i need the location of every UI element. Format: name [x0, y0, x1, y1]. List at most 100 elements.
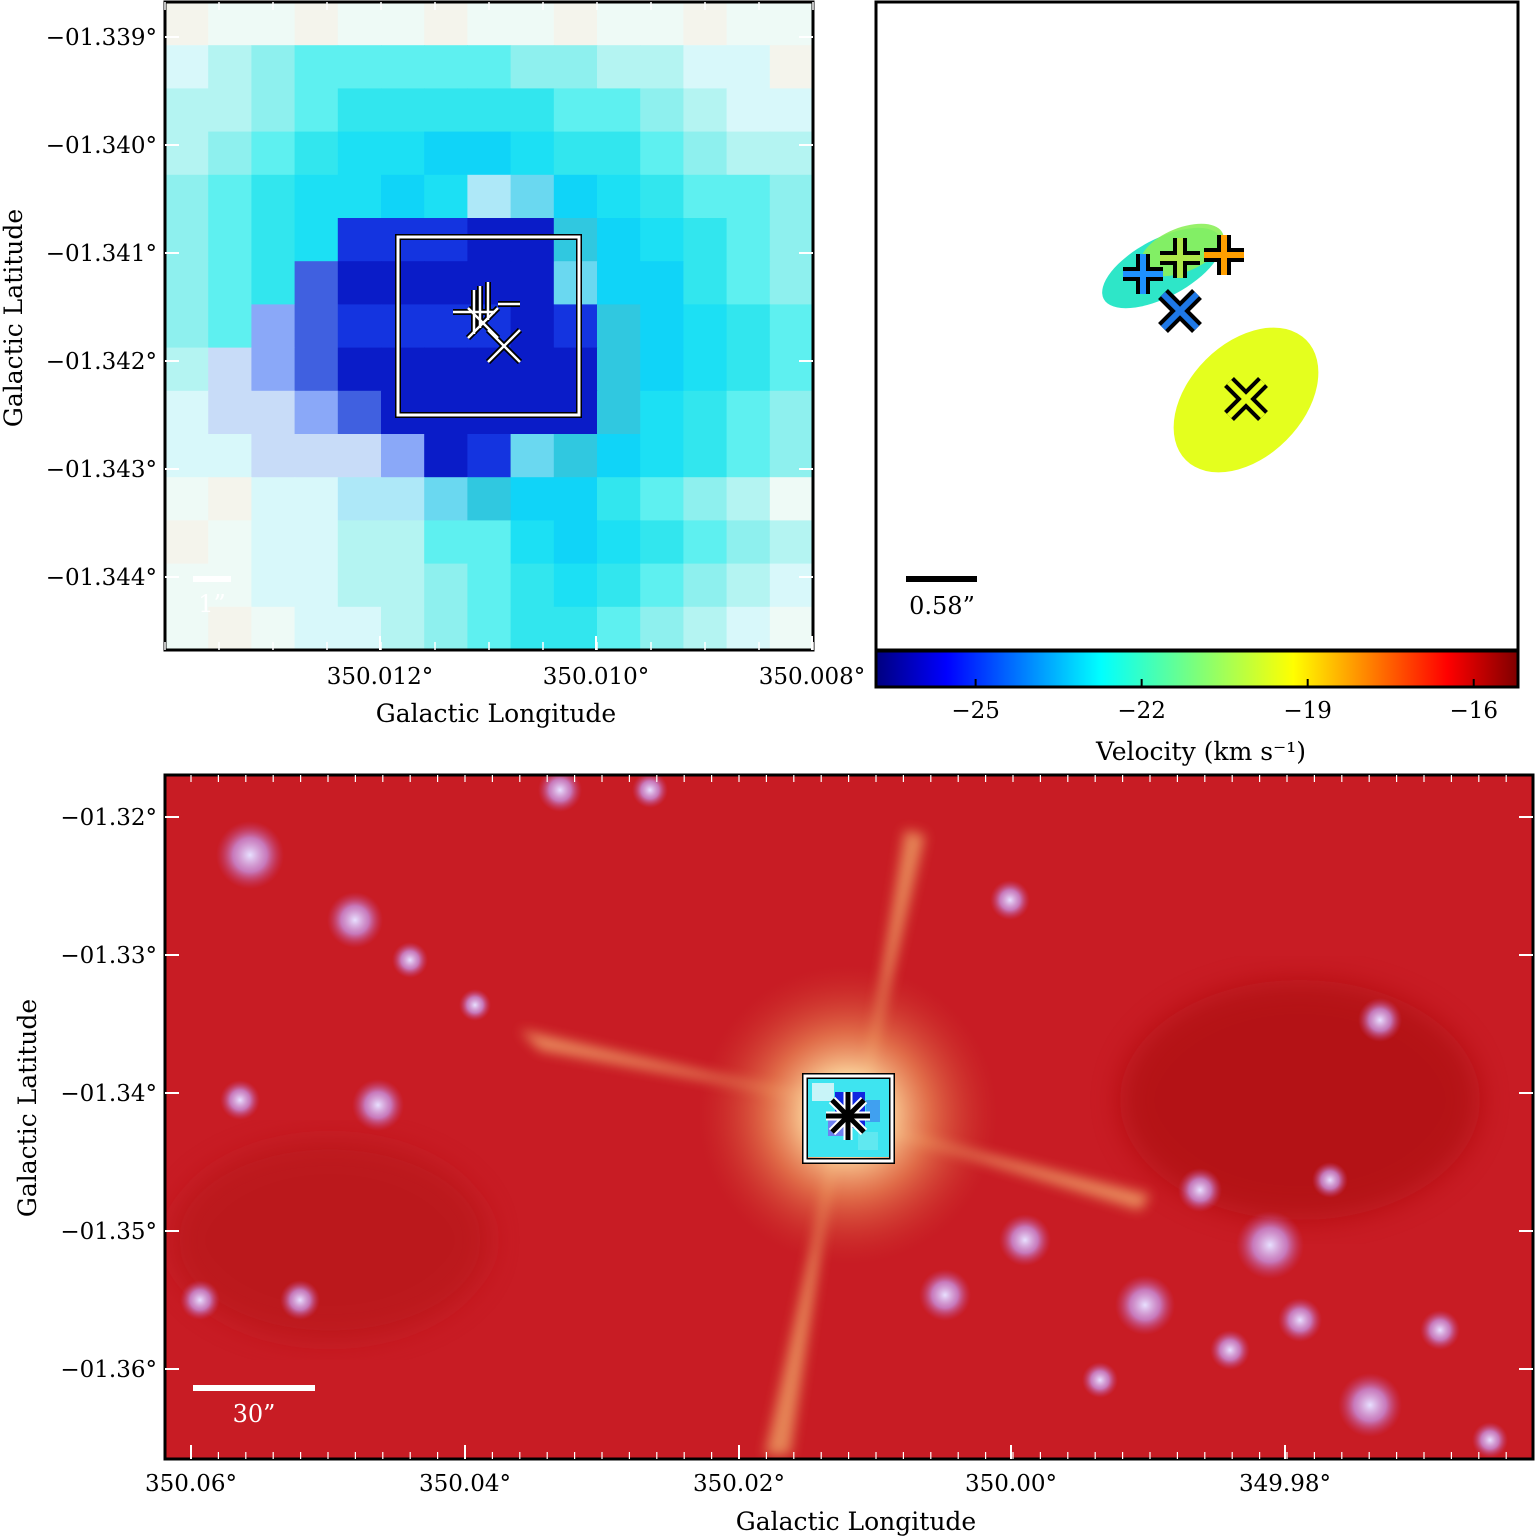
colorbar-tick-label: −19 [1283, 698, 1332, 724]
star [327, 892, 383, 948]
star [1178, 1168, 1222, 1212]
pixel-map [165, 2, 813, 650]
pixel [251, 45, 296, 89]
star [1082, 1362, 1118, 1398]
pixel [251, 347, 296, 392]
pixel [726, 218, 771, 262]
pixel [726, 261, 771, 305]
pixel [640, 88, 684, 133]
pixel [251, 304, 296, 349]
pixel [726, 563, 771, 608]
star [1278, 1298, 1322, 1342]
pixel [769, 174, 813, 219]
x-tick-label: 350.02° [693, 1471, 785, 1497]
y-tick-label: −01.343° [46, 457, 157, 483]
pixel [510, 606, 555, 650]
pixel [553, 304, 598, 349]
x-tick-label: 349.98° [1239, 1471, 1331, 1497]
pixel [769, 520, 813, 565]
pixel [683, 347, 728, 392]
pixel [683, 218, 728, 262]
colorbar-tick-label: −22 [1117, 698, 1166, 724]
pixel [683, 390, 728, 435]
pixel [683, 563, 728, 608]
plus-marker [1160, 238, 1200, 278]
x-tick-label: 350.008° [759, 664, 866, 690]
pixel [597, 477, 641, 521]
pixel [337, 477, 382, 521]
pixel [208, 434, 252, 478]
pixel [294, 88, 339, 133]
pixel [208, 2, 252, 46]
x-tick-labels-top-left: 350.012° 350.010° 350.008° [327, 664, 866, 690]
pixel [553, 520, 598, 565]
x-marker [1158, 289, 1202, 333]
pixel [597, 520, 641, 565]
star [180, 1280, 220, 1320]
pixel [726, 520, 771, 565]
pixel [597, 390, 641, 435]
pixel [769, 131, 813, 176]
pixel [165, 304, 209, 349]
pixel [510, 174, 555, 219]
pixel [640, 434, 684, 478]
pixel [640, 45, 684, 89]
star [1312, 1162, 1348, 1198]
pixel [683, 45, 728, 89]
pixel [467, 174, 512, 219]
pixel [381, 606, 425, 650]
pixel [381, 347, 425, 392]
pixel [294, 261, 339, 305]
pixel [294, 45, 339, 89]
pixel [510, 434, 555, 478]
y-tick-labels-top-left: −01.339° −01.340° −01.341° −01.342° −01.… [46, 25, 157, 591]
pixel [597, 261, 641, 305]
pixel [165, 174, 209, 219]
pixel [553, 45, 598, 89]
pixel [553, 563, 598, 608]
pixel [726, 347, 771, 392]
scalebar-top-right [906, 576, 977, 582]
pixel [726, 174, 771, 219]
pixel [294, 390, 339, 435]
pixel [424, 261, 468, 305]
pixel [597, 45, 641, 89]
pixel [381, 304, 425, 349]
pixel [251, 563, 296, 608]
panel-bottom: 30” 350.06° 350.04° 350.02° 350.00° 349.… [13, 773, 1535, 1536]
pixel [165, 347, 209, 392]
pixel [467, 563, 512, 608]
tick-marks [165, 775, 1533, 1459]
pixel [467, 520, 512, 565]
pixel [769, 2, 813, 46]
star [352, 1079, 404, 1131]
pixel [597, 2, 641, 46]
maser-asterisk [826, 1092, 870, 1140]
pixel [597, 347, 641, 392]
pixel [208, 131, 252, 176]
star [538, 775, 582, 812]
pixel [294, 2, 339, 46]
pixel [510, 88, 555, 133]
pixel [251, 174, 296, 219]
pixel [337, 131, 382, 176]
y-tick-label: −01.341° [46, 241, 157, 267]
pixel [381, 563, 425, 608]
pixel [165, 218, 209, 262]
pixel [769, 304, 813, 349]
pixel [726, 304, 771, 349]
pixel [424, 174, 468, 219]
pixel [553, 347, 598, 392]
y-tick-label: −01.344° [46, 565, 157, 591]
pixel [337, 520, 382, 565]
pixel [726, 477, 771, 521]
x-tick-label: 350.00° [965, 1471, 1057, 1497]
pixel [769, 434, 813, 478]
pixel [640, 261, 684, 305]
pixel [337, 261, 382, 305]
field-stars [180, 775, 1508, 1458]
pixel [553, 606, 598, 650]
pixel [510, 131, 555, 176]
pixel [597, 218, 641, 262]
pixel [510, 347, 555, 392]
